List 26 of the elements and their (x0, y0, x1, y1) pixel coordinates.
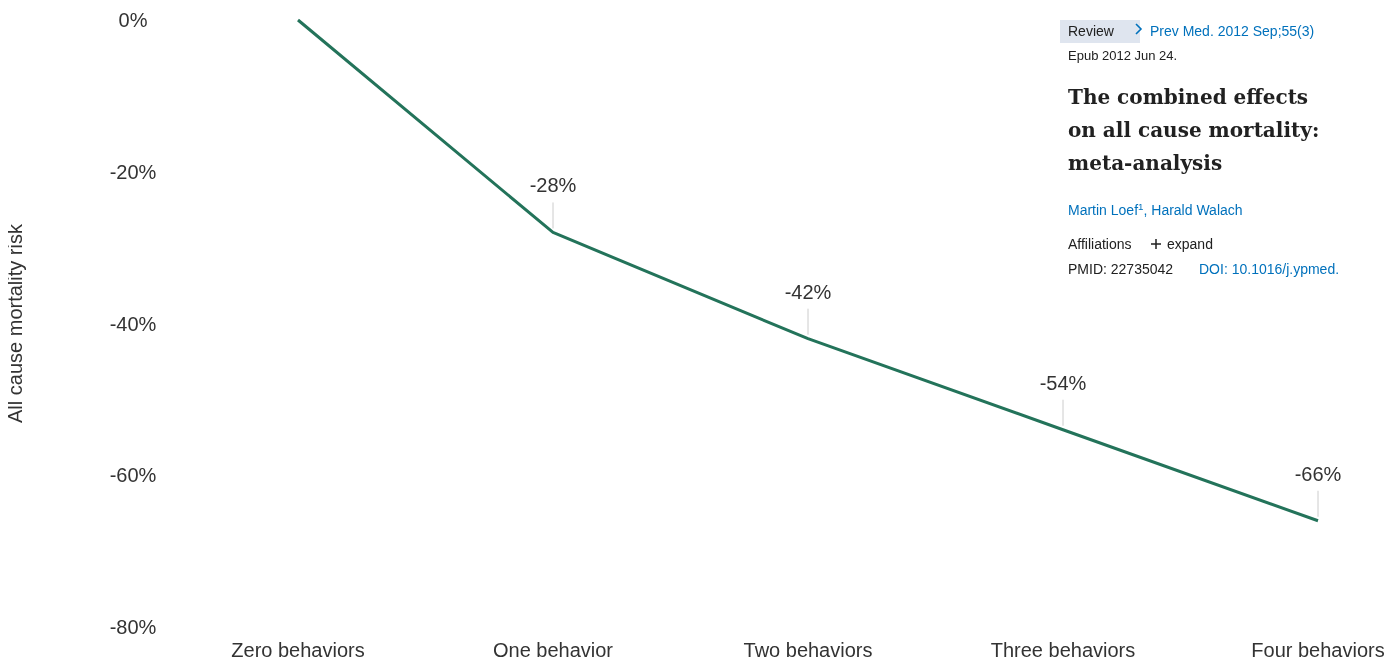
annotation: PMID: 22735042 (1068, 261, 1174, 277)
text: -66% (1294, 462, 1342, 485)
annotation: Epub 2012 Jun 24. (1068, 48, 1178, 63)
annotation: Martin Loef$^{1}$, Harald Walach (1068, 200, 1243, 218)
annotation: meta-analysis (1068, 151, 1223, 175)
annotation: on all cause mortality: (1068, 118, 1320, 142)
annotation: The combined effects (1068, 85, 1309, 109)
annotation: DOI: 10.1016/j.ypmed. (1199, 261, 1340, 277)
y-tick-label: -20% (109, 160, 157, 183)
annotation: Review (1068, 23, 1115, 39)
text: -54% (1039, 371, 1087, 394)
x-tick-label: Two behaviors (743, 639, 873, 661)
annotation: Affiliations (1068, 236, 1132, 252)
x-tick-label: Zero behaviors (231, 639, 365, 661)
x-tick-label: One behavior (492, 639, 614, 661)
y-axis-title: All cause mortality risk (4, 223, 26, 423)
x-tick-label: Four behaviors (1251, 639, 1385, 661)
y-tick-label: -40% (109, 312, 157, 335)
annotation: expand (1167, 236, 1213, 252)
y-tick-label: 0% (118, 9, 148, 31)
y-tick-label: -80% (109, 616, 157, 638)
y-tick-label: -60% (109, 464, 157, 487)
text: -28% (529, 174, 577, 197)
text: -42% (784, 280, 832, 303)
x-tick-label: Three behaviors (990, 639, 1136, 661)
annotation: Prev Med. 2012 Sep;55(3) (1150, 23, 1315, 39)
